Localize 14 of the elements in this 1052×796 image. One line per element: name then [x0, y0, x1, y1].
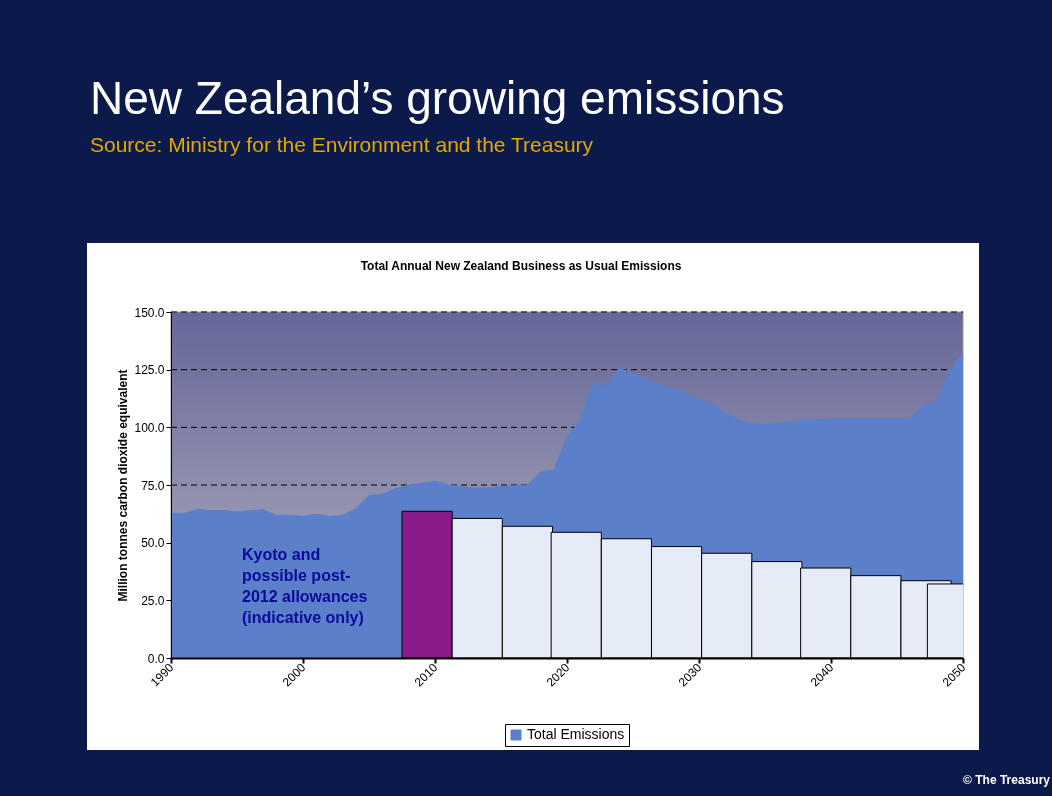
y-tick-label: 150.0: [134, 305, 165, 320]
y-tick-label: 0.0: [147, 651, 165, 666]
legend-label: Total Emissions: [527, 726, 625, 742]
y-tick-label: 25.0: [141, 593, 165, 608]
y-tick-label: 100.0: [134, 420, 165, 435]
text: © The Treasury: [963, 773, 1051, 787]
y-tick-label: 50.0: [141, 536, 165, 551]
text: Total Annual New Zealand Business as Usual Emissions: [360, 259, 682, 273]
y-tick-label: 125.0: [134, 363, 165, 378]
chart-subtitle: Source: Ministry for the Environment and the Treasury: [90, 133, 594, 156]
chart-title: New Zealand’s growing emissions: [90, 72, 785, 124]
y-axis-title: Million tonnes carbon dioxide equivalent: [116, 369, 131, 602]
y-tick-label: 75.0: [141, 478, 165, 493]
annotation: Kyoto and possible post- 2012 allowances (indicative only): [242, 546, 368, 626]
